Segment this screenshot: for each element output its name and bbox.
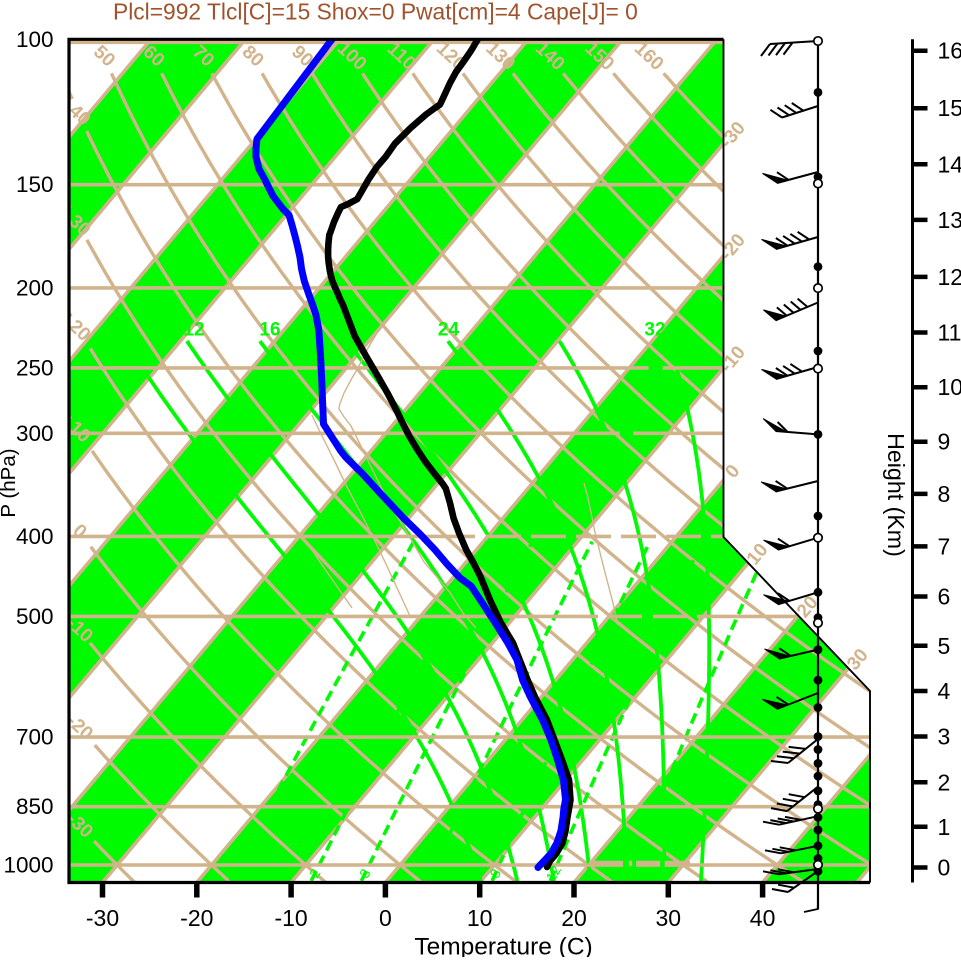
- svg-text:300: 300: [16, 421, 54, 446]
- svg-text:Temperature (C): Temperature (C): [414, 934, 592, 958]
- svg-text:-20: -20: [180, 905, 213, 931]
- svg-text:28: 28: [540, 320, 561, 341]
- svg-text:11: 11: [938, 320, 961, 346]
- svg-text:-30: -30: [86, 905, 119, 931]
- svg-text:10: 10: [467, 905, 493, 931]
- svg-text:16: 16: [938, 38, 961, 64]
- svg-text:8: 8: [938, 481, 951, 507]
- svg-text:0: 0: [938, 855, 951, 881]
- svg-text:7: 7: [938, 533, 951, 559]
- svg-text:13: 13: [938, 207, 961, 233]
- svg-text:8: 8: [113, 320, 124, 341]
- svg-text:100: 100: [16, 27, 54, 52]
- svg-text:20: 20: [561, 905, 587, 931]
- svg-text:15: 15: [938, 95, 961, 121]
- svg-text:850: 850: [16, 794, 54, 819]
- svg-text:1: 1: [938, 814, 951, 840]
- svg-text:12: 12: [183, 320, 204, 341]
- svg-text:500: 500: [16, 604, 54, 629]
- svg-text:700: 700: [16, 725, 54, 750]
- svg-text:16: 16: [259, 320, 280, 341]
- svg-text:3: 3: [938, 724, 951, 750]
- svg-text:12: 12: [938, 264, 961, 290]
- svg-text:P (hPa): P (hPa): [0, 448, 20, 517]
- svg-text:Height (Km): Height (Km): [883, 433, 909, 557]
- svg-text:10: 10: [938, 374, 961, 400]
- svg-text:150: 150: [16, 172, 54, 197]
- svg-text:30: 30: [656, 905, 682, 931]
- svg-text:250: 250: [16, 355, 54, 380]
- svg-text:0: 0: [379, 905, 392, 931]
- svg-text:Plcl=992 Tlcl[C]=15 Shox=0 Pwa: Plcl=992 Tlcl[C]=15 Shox=0 Pwat[cm]=4 Ca…: [113, 0, 638, 25]
- svg-text:14: 14: [938, 151, 961, 177]
- svg-text:6: 6: [938, 584, 951, 610]
- svg-text:32: 32: [644, 320, 665, 341]
- svg-text:400: 400: [16, 524, 54, 549]
- svg-text:5: 5: [938, 633, 951, 659]
- svg-text:40: 40: [750, 905, 776, 931]
- svg-text:1000: 1000: [3, 853, 53, 878]
- svg-text:4: 4: [938, 678, 951, 704]
- svg-text:9: 9: [938, 429, 951, 455]
- svg-text:-10: -10: [274, 905, 307, 931]
- svg-text:24: 24: [438, 320, 460, 341]
- svg-text:2: 2: [938, 769, 951, 795]
- svg-text:200: 200: [16, 275, 54, 300]
